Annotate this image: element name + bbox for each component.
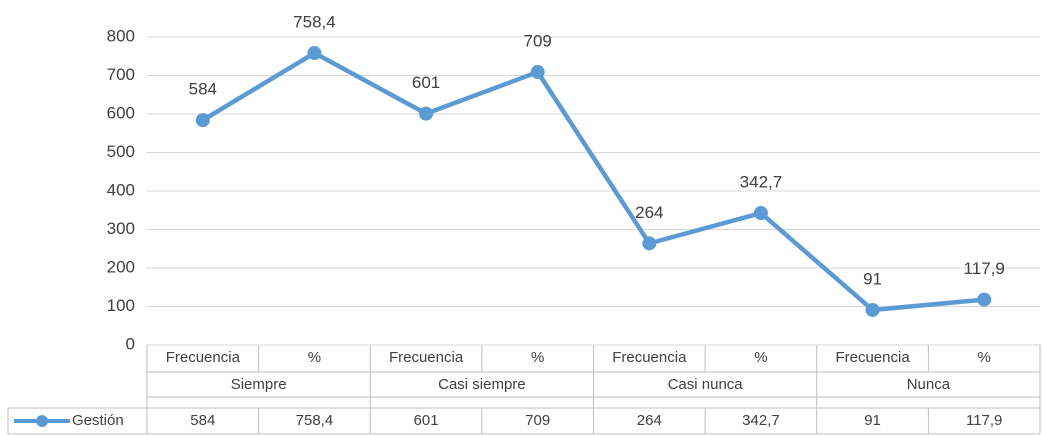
y-tick-label: 600 (107, 103, 135, 122)
data-label: 584 (189, 80, 217, 99)
y-tick-label: 200 (107, 257, 135, 276)
data-label: 342,7 (740, 173, 783, 192)
group-label: Casi nunca (668, 376, 744, 393)
x-tick-label: % (308, 349, 321, 366)
x-tick-label: Frecuencia (835, 349, 910, 366)
data-label: 709 (524, 32, 552, 51)
data-label: 264 (635, 203, 663, 222)
group-label: Siempre (231, 376, 287, 393)
series-line (201, 50, 985, 313)
point (642, 236, 657, 251)
point (865, 302, 880, 317)
point (977, 292, 992, 307)
x-tick-label: Frecuencia (612, 349, 687, 366)
point (530, 65, 545, 80)
table-value: 264 (637, 412, 662, 429)
table-value: 584 (190, 412, 215, 429)
point (195, 113, 210, 128)
x-tick-label: Frecuencia (389, 349, 464, 366)
data-label: 91 (863, 269, 882, 288)
table-value: 117,9 (966, 412, 1002, 429)
point (307, 46, 322, 61)
table-value: 91 (864, 412, 881, 429)
group-label: Casi siempre (438, 376, 526, 393)
y-tick-label: 300 (107, 219, 135, 238)
y-tick-label: 800 (107, 26, 135, 45)
data-label: 758,4 (293, 13, 336, 32)
x-tick-label: % (978, 349, 991, 366)
y-tick-label: 0 (126, 334, 135, 353)
data-label: 117,9 (964, 259, 1005, 278)
y-tick-label: 100 (107, 296, 135, 315)
y-tick-label: 500 (107, 142, 135, 161)
group-label: Nunca (907, 376, 951, 393)
table-value: 601 (414, 412, 439, 429)
point (419, 106, 434, 121)
y-tick-label: 400 (107, 180, 135, 199)
table-value: 342,7 (742, 412, 780, 429)
table-value: 758,4 (296, 412, 334, 429)
y-tick-label: 700 (107, 65, 135, 84)
legend-label: Gestión (72, 412, 124, 429)
table-value: 709 (525, 412, 550, 429)
point (753, 206, 768, 221)
x-tick-label: Frecuencia (166, 349, 241, 366)
legend-marker (36, 415, 48, 427)
x-tick-label: % (531, 349, 544, 366)
x-tick-label: % (754, 349, 767, 366)
data-label: 601 (412, 73, 440, 92)
